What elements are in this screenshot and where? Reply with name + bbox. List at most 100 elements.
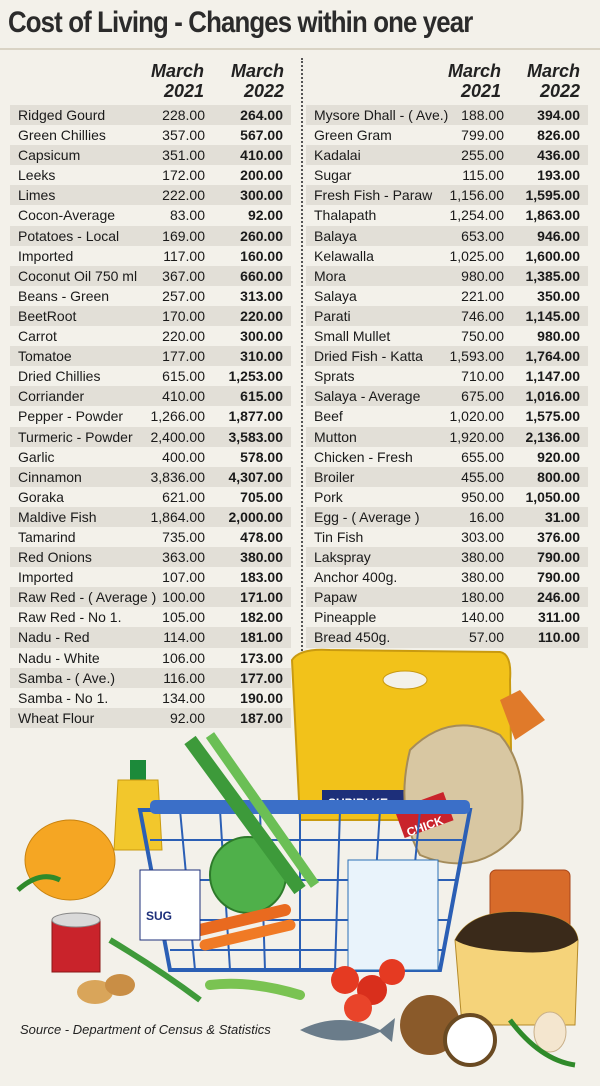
item-name: Green Gram	[314, 127, 392, 144]
item-name: Imported	[18, 247, 74, 264]
price-2021: 105.00	[162, 609, 205, 626]
price-2021: 367.00	[162, 267, 205, 284]
price-2022: 183.00	[240, 569, 283, 586]
table-row: Papaw 180.00 246.00	[306, 587, 588, 608]
price-2022: 1,575.00	[525, 408, 581, 425]
item-name: Bread 450g.	[314, 629, 391, 646]
price-2021: 655.00	[461, 448, 504, 465]
table-row: Green Gram 799.00 826.00	[306, 125, 588, 145]
price-2022: 92.00	[247, 207, 283, 224]
price-2021: 380.00	[461, 569, 504, 586]
item-name: Capsicum	[18, 147, 81, 164]
price-2022: 4,307.00	[228, 468, 284, 485]
item-name: Dried Fish - Katta	[314, 348, 423, 365]
milk-pack-icon	[347, 859, 439, 971]
price-2022: 2,000.00	[228, 508, 284, 525]
item-name: Pineapple	[314, 609, 377, 626]
table-row: Thalapath 1,254.00 1,863.00	[306, 205, 588, 225]
header-month: March	[526, 61, 580, 81]
table-row: Tin Fish 303.00 376.00	[306, 527, 588, 547]
table-row: Leeks 172.00 200.00	[10, 165, 291, 185]
table-row: Imported 117.00 160.00	[10, 246, 291, 266]
table-row: Pepper - Powder 1,266.00 1,877.00	[10, 406, 291, 426]
table-row: Tomatoe 177.00 310.00	[10, 346, 291, 367]
table-row: Raw Red - No 1. 105.00 182.00	[10, 607, 291, 627]
item-name: Corriander	[18, 388, 85, 405]
price-2021: 351.00	[162, 147, 205, 164]
price-2021: 675.00	[461, 388, 504, 405]
price-2021: 1,593.00	[449, 348, 505, 365]
item-name: Samba - ( Ave.)	[18, 669, 116, 686]
item-name: Wheat Flour	[18, 709, 95, 726]
price-2022: 264.00	[240, 107, 283, 123]
price-2021: 950.00	[461, 488, 504, 505]
price-2022: 946.00	[537, 227, 580, 244]
item-name: Thalapath	[314, 207, 377, 224]
left-header-2022: March 2022	[224, 61, 284, 101]
price-2022: 800.00	[537, 468, 580, 485]
price-2022: 160.00	[240, 247, 283, 264]
price-2022: 1,600.00	[525, 247, 581, 264]
item-name: Potatoes - Local	[18, 227, 120, 244]
price-2022: 1,147.00	[525, 368, 581, 385]
table-row: Dried Chillies 615.00 1,253.00	[10, 366, 291, 386]
price-2021: 653.00	[461, 227, 504, 244]
item-name: Pepper - Powder	[18, 408, 124, 425]
price-2022: 1,016.00	[525, 388, 581, 405]
column-divider	[301, 58, 303, 726]
price-2021: 615.00	[162, 368, 205, 385]
price-2021: 169.00	[162, 227, 205, 244]
price-2022: 1,145.00	[525, 307, 581, 324]
item-name: Tomatoe	[18, 348, 72, 365]
price-2021: 170.00	[162, 307, 205, 324]
fish-icon	[300, 1018, 395, 1042]
item-name: Goraka	[18, 488, 64, 505]
header-year: 2022	[539, 81, 580, 101]
table-row: Garlic 400.00 578.00	[10, 447, 291, 467]
price-2021: 107.00	[162, 569, 205, 586]
price-2021: 115.00	[462, 167, 504, 184]
item-name: Tin Fish	[314, 528, 364, 545]
table-row: Carrot 220.00 300.00	[10, 326, 291, 346]
price-2022: 1,253.00	[228, 368, 284, 385]
item-name: Beef	[314, 408, 343, 425]
price-2021: 1,864.00	[150, 508, 206, 525]
page-title: Cost of Living - Changes within one year	[8, 6, 473, 39]
price-2021: 303.00	[461, 528, 504, 545]
price-2022: 311.00	[537, 609, 580, 626]
price-2021: 228.00	[162, 107, 205, 123]
price-2021: 357.00	[162, 127, 205, 144]
table-row: Potatoes - Local 169.00 260.00	[10, 225, 291, 246]
price-2022: 246.00	[537, 589, 580, 606]
table-row: Pork 950.00 1,050.00	[306, 487, 588, 507]
price-2022: 826.00	[537, 127, 580, 144]
table-row: Green Chillies 357.00 567.00	[10, 125, 291, 145]
item-name: Lakspray	[314, 549, 371, 566]
header-year: 2021	[460, 81, 501, 101]
item-name: Sprats	[314, 368, 355, 385]
leaves-icon	[16, 874, 62, 892]
price-2022: 182.00	[240, 609, 283, 626]
price-2021: 455.00	[461, 468, 504, 485]
bread-loaf-icon	[454, 911, 579, 1026]
price-2021: 1,266.00	[150, 408, 206, 425]
table-row: Corriander 410.00 615.00	[10, 386, 291, 407]
header-month: March	[150, 61, 204, 81]
price-2022: 980.00	[537, 328, 580, 345]
price-2022: 1,877.00	[228, 408, 284, 425]
price-2021: 3,836.00	[150, 468, 206, 485]
left-header-2021: March 2021	[146, 61, 204, 101]
price-2021: 255.00	[461, 147, 504, 164]
price-2022: 187.00	[240, 709, 283, 726]
table-row: Parati 746.00 1,145.00	[306, 305, 588, 327]
price-2022: 660.00	[240, 267, 283, 284]
table-row: Coconut Oil 750 ml 367.00 660.00	[10, 265, 291, 286]
table-row: Lakspray 380.00 790.00	[306, 547, 588, 568]
price-2022: 110.00	[537, 629, 580, 646]
leeks-icon	[184, 732, 320, 895]
item-name: Papaw	[314, 589, 357, 606]
left-price-table: Ridged Gourd 228.00 264.00 Green Chillies 35…	[10, 105, 291, 728]
table-row: Balaya 653.00 946.00	[306, 225, 588, 246]
table-row: Cinnamon 3,836.00 4,307.00	[10, 466, 291, 487]
table-row: Maldive Fish 1,864.00 2,000.00	[10, 506, 291, 527]
